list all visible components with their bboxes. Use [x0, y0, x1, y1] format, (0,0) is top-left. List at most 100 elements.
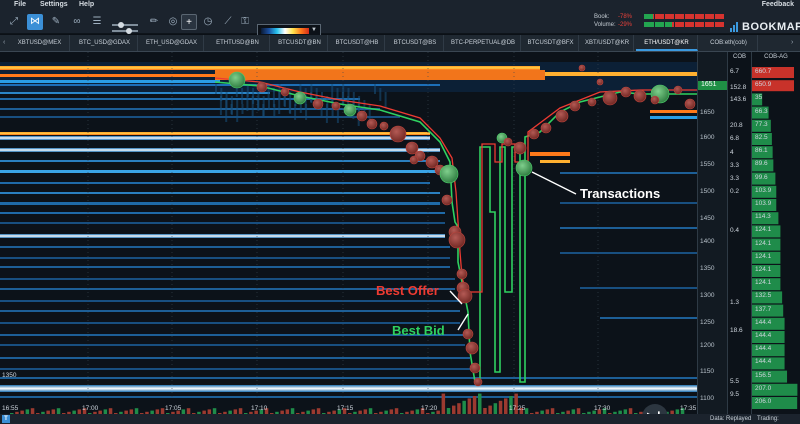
volume-bar [332, 410, 336, 414]
crosshair-icon[interactable]: + [181, 14, 197, 30]
tab-btcusdt-hb[interactable]: BTCUSDT@HB [330, 35, 385, 51]
menu-bar: File Settings Help Feedback [0, 0, 800, 10]
bid-liquidity-line [0, 322, 460, 324]
bid-liquidity-line [0, 212, 445, 214]
trend-icon[interactable]: ⟋ [224, 16, 232, 27]
cob-column: COB 6.7 152.8 143.6 20.8 6.8 4 3.3 3.3 0.2 0.4 1.3… [727, 52, 751, 414]
feedback-link[interactable]: Feedback [761, 1, 794, 8]
heatmap-chart[interactable]: Best Offer Best Bid Transactions 1350 ▶❙… [0, 52, 697, 424]
meter-separator [704, 14, 705, 19]
volume-bar [129, 409, 134, 414]
tab-btc-perpetual-db[interactable]: BTC-PERPETUAL@DB [446, 35, 521, 51]
liquidity-line [600, 317, 697, 319]
menu-file[interactable]: File [14, 1, 27, 8]
pencil-icon[interactable]: ✏ [149, 16, 159, 27]
cob-value: 143.6 [730, 96, 747, 103]
volume-bar [400, 413, 404, 414]
liquidity-noise [283, 96, 286, 106]
cobag-value: 144.4 [755, 318, 772, 326]
volume-bar [228, 410, 232, 414]
buy-trade-bubble [439, 164, 459, 184]
tab-eth-usd-gdax[interactable]: ETH_USD@GDAX [140, 35, 204, 51]
bid-liquidity-line [0, 108, 380, 110]
tab-eth-usdt-kr[interactable]: ETH/USDT@KR [636, 35, 698, 51]
tab-xbtusd-mex[interactable]: XBTUSD@MEX [10, 35, 70, 51]
meter-separator [714, 14, 715, 19]
cob-value: 0.4 [730, 227, 740, 234]
volume-bar [166, 413, 170, 414]
cobag-value: 114.3 [755, 213, 771, 221]
brush-icon[interactable]: ✎ [51, 16, 61, 27]
volume-bar [472, 396, 477, 414]
heatmap-canvas[interactable] [0, 52, 697, 414]
cobag-bid-bar [752, 357, 785, 370]
best-bid-line [214, 81, 697, 383]
liquidity-noise [246, 92, 249, 111]
timer-icon[interactable]: ◷ [203, 16, 213, 27]
volume-bar [327, 411, 331, 414]
zoom-fit-icon[interactable]: ⤢ [10, 16, 18, 27]
volume-bar [535, 411, 539, 414]
tab-cob-eth-cob-[interactable]: COB:eth(cob) [700, 35, 758, 51]
volume-bar [20, 410, 24, 414]
sell-trade-bubble [409, 155, 419, 165]
cobag-bid-bar [752, 383, 798, 396]
sell-trade-bubble [465, 341, 479, 355]
volume-bar [426, 413, 430, 414]
volume-bar [311, 409, 316, 414]
tabs-right-arrow[interactable]: › [791, 39, 794, 46]
cobag-value: 207.0 [755, 384, 772, 392]
liquidity-noise [246, 84, 249, 97]
opacity-sliders[interactable] [112, 22, 142, 38]
lock-icon[interactable]: ⚿ [241, 16, 249, 27]
meter-separator [664, 22, 665, 27]
liquidity-noise [326, 96, 329, 109]
cobag-value: 132.5 [755, 292, 772, 300]
cob-value: 0.2 [730, 188, 740, 195]
link-icon[interactable]: ⋈ [27, 14, 43, 30]
status-data: Data: Replayed [710, 416, 752, 422]
tab-btc-usd-gdax[interactable]: BTC_USD@GDAX [72, 35, 138, 51]
tab-btcusdt-bn[interactable]: BTCUSDT@BN [272, 35, 328, 51]
current-price: 1651 [701, 81, 717, 88]
liquidity-noise [325, 104, 328, 123]
tab-btcusdt-bfx[interactable]: BTCUSDT@BFX [523, 35, 579, 51]
tabs-left-arrow[interactable]: ‹ [3, 39, 6, 46]
bid-liquidity-line [0, 192, 440, 194]
bid-liquidity-line [0, 257, 450, 259]
sliders-icon[interactable]: ☰ [92, 16, 102, 27]
buy-trade-bubble [515, 159, 533, 177]
link-chain-icon[interactable]: ∞ [73, 16, 81, 27]
volume-bar [254, 410, 258, 414]
menu-help[interactable]: Help [79, 1, 95, 8]
target-icon[interactable]: ◎ [168, 16, 178, 27]
price-axis[interactable]: 1651 1650 1600 1550 1500 1450 1400 1350 1300 125… [697, 52, 727, 414]
bid-liquidity-line [0, 266, 450, 268]
cobag-bid-bar [752, 93, 763, 106]
bid-liquidity-line [0, 80, 220, 83]
tab-btcusdt-bs[interactable]: BTCUSDT@BS [387, 35, 444, 51]
meter-separator [684, 22, 685, 27]
sell-trade-bubble [555, 109, 569, 123]
sell-trade-bubble [441, 194, 453, 206]
cobag-bid-bar [752, 172, 776, 185]
cobag-value: 124.1 [755, 239, 772, 247]
tab-ethtusd-bn[interactable]: ETHTUSD@BN [206, 35, 270, 51]
menu-settings[interactable]: Settings [40, 1, 68, 8]
volume-bar [197, 411, 201, 414]
cob-value: 4 [730, 149, 734, 156]
volume-bar [431, 411, 435, 414]
cob-value: 18.6 [730, 327, 743, 334]
cob-value: 152.8 [730, 84, 747, 91]
volume-bar [353, 411, 357, 414]
cobag-column: COB-AG 660.7 650.9 35 66.3 77.3 82.5 86.1 89.6 9… [751, 52, 800, 414]
sell-trade-bubble [513, 141, 527, 155]
sell-trade-bubble [602, 90, 618, 106]
time-axis-label: 17:05 [165, 405, 182, 412]
liquidity-noise [241, 104, 244, 114]
cobag-bid-bar [752, 304, 784, 317]
sell-trade-bubble [528, 128, 540, 140]
sell-trade-bubble [503, 137, 513, 147]
tab-xbt-usdt-kr[interactable]: XBT/USDT@KR [581, 35, 634, 51]
volume-bar [514, 393, 518, 414]
